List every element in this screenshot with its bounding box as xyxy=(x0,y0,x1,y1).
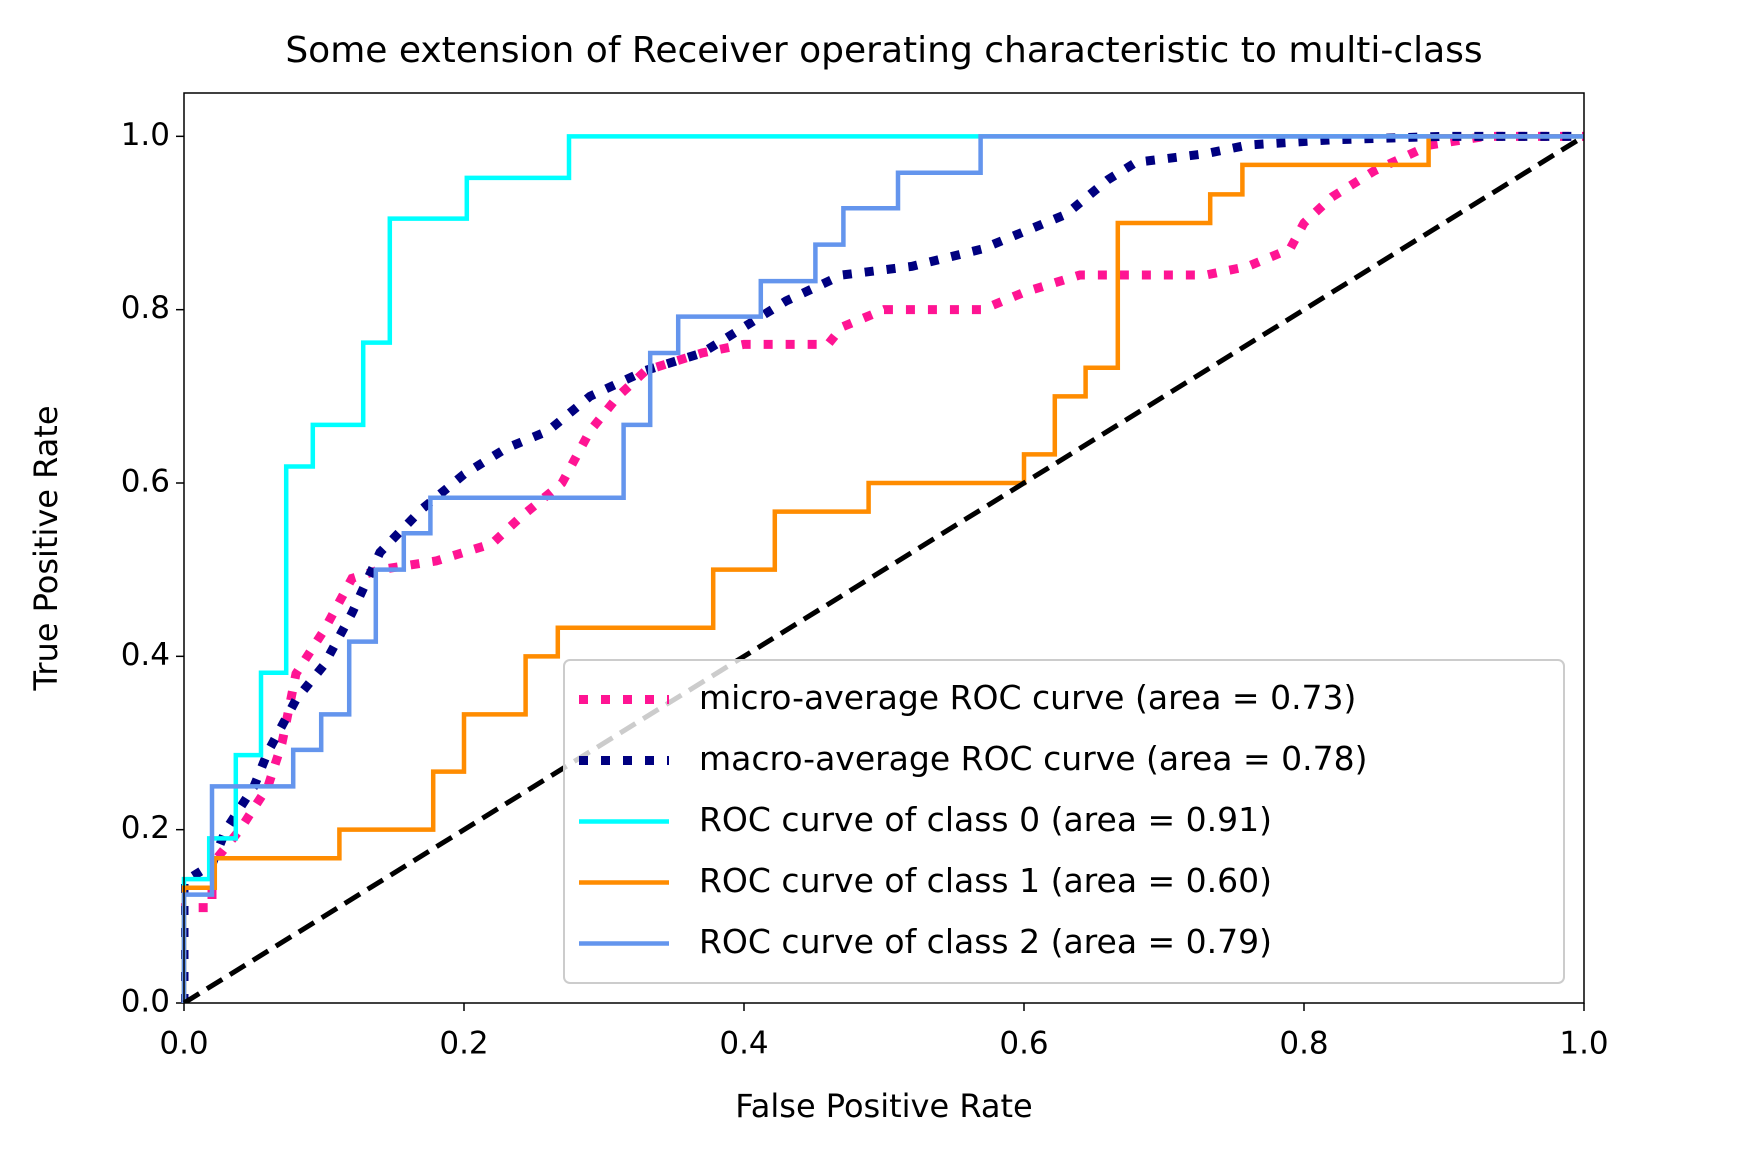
x-tick-label: 0.4 xyxy=(719,1026,768,1062)
y-tick-label: 0.4 xyxy=(121,637,170,673)
legend-label: ROC curve of class 2 (area = 0.79) xyxy=(699,922,1272,961)
roc-line xyxy=(182,134,1586,1003)
x-axis-label: False Positive Rate xyxy=(735,1087,1032,1125)
y-tick-label: 0.2 xyxy=(121,810,170,846)
roc-line xyxy=(181,134,1584,1003)
legend-label: micro-average ROC curve (area = 0.73) xyxy=(699,678,1356,717)
x-tick-label: 0.6 xyxy=(999,1026,1048,1062)
roc-line xyxy=(181,131,1584,1003)
roc-line xyxy=(181,134,1584,1003)
y-tick-label: 1.0 xyxy=(121,117,170,153)
y-tick-label: 0.0 xyxy=(121,984,170,1020)
legend-label: ROC curve of class 0 (area = 0.91) xyxy=(699,800,1272,839)
x-tick-label: 1.0 xyxy=(1559,1026,1608,1062)
y-axis-label: True Positive Rate xyxy=(27,405,65,691)
legend-box xyxy=(563,659,1565,984)
plot-frame xyxy=(183,92,1585,1004)
y-tick-label: 0.8 xyxy=(121,290,170,326)
y-tick-label: 0.6 xyxy=(121,464,170,500)
chart-title: Some extension of Receiver operating cha… xyxy=(285,30,1482,71)
legend-label: macro-average ROC curve (area = 0.78) xyxy=(699,739,1367,778)
x-tick-label: 0.0 xyxy=(159,1026,208,1062)
legend-label: ROC curve of class 1 (area = 0.60) xyxy=(699,861,1272,900)
x-tick-label: 0.8 xyxy=(1279,1026,1328,1062)
roc-line xyxy=(181,134,1584,1003)
x-tick-label: 0.2 xyxy=(439,1026,488,1062)
